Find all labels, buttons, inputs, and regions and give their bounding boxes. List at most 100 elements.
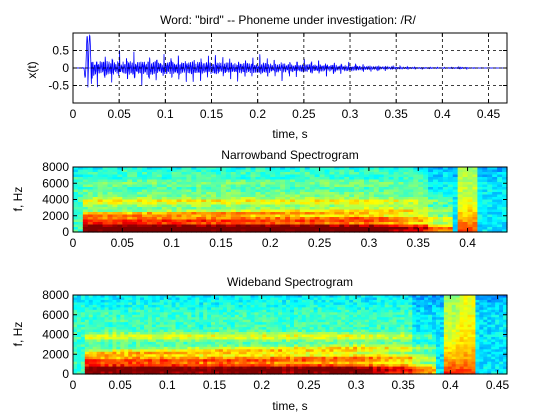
spectrogram-cell	[92, 189, 99, 193]
spectrogram-cell	[235, 177, 242, 181]
spectrogram-cell	[107, 169, 114, 173]
spectrogram-cell	[324, 229, 331, 233]
spectrogram-cell	[151, 295, 157, 299]
spectrogram-cell	[393, 207, 400, 211]
spectrogram-cell	[297, 332, 303, 336]
spectrogram-cell	[363, 197, 370, 201]
spectrogram-cell	[376, 332, 382, 336]
spectrogram-cell	[309, 354, 315, 358]
spectrogram-cell	[146, 209, 153, 213]
spectrogram-cell	[497, 182, 503, 186]
spectrogram-cell	[297, 299, 303, 304]
spectrogram-cell	[290, 349, 295, 353]
spectrogram-cell	[290, 204, 296, 208]
spectrogram-cell	[341, 304, 346, 308]
spectrogram-cell	[176, 177, 183, 181]
spectrogram-cell	[175, 339, 181, 343]
spectrogram-cell	[92, 324, 98, 328]
spectrogram-cell	[376, 356, 382, 360]
spectrogram-cell	[156, 169, 163, 173]
spectrogram-cell	[147, 351, 153, 355]
spectrogram-cell	[349, 329, 354, 333]
spectrogram-cell	[274, 309, 279, 313]
spectrogram-cell	[255, 217, 262, 221]
spectrogram-cell	[211, 336, 216, 341]
spectrogram-cell	[87, 167, 94, 171]
spectrogram-cell	[462, 179, 469, 183]
spectrogram-cell	[222, 332, 228, 336]
spectrogram-cell	[211, 356, 216, 360]
spectrogram-cell	[97, 214, 104, 218]
spectrogram-cell	[266, 319, 271, 323]
spectrogram-cell	[368, 179, 375, 183]
spectrogram-cell	[337, 327, 342, 331]
spectrogram-cell	[77, 209, 84, 213]
spectrogram-cell	[137, 179, 143, 183]
spectrogram-cell	[314, 182, 321, 186]
spectrogram-cell	[104, 295, 110, 299]
spectrogram-cell	[334, 199, 340, 203]
spectrogram-cell	[218, 312, 224, 316]
spectrogram-cell	[393, 167, 400, 171]
spectrogram-cell	[112, 207, 118, 211]
spectrogram-cell	[368, 356, 374, 360]
spectrogram-cell	[132, 351, 137, 355]
spectrogram-cell	[260, 182, 266, 186]
spectrogram-cell	[146, 219, 153, 223]
spectrogram-cell	[195, 295, 200, 299]
spectrogram-cell	[96, 317, 102, 321]
spectrogram-cell	[372, 314, 378, 318]
spectrogram-cell	[171, 224, 178, 228]
spectrogram-cell	[120, 322, 125, 326]
y-tick-label: 0.5	[52, 44, 69, 58]
spectrogram-cell	[245, 189, 252, 193]
spectrogram-cell	[255, 209, 262, 213]
spectrogram-cell	[265, 207, 271, 211]
spectrogram-cell	[254, 344, 260, 348]
spectrogram-cell	[238, 361, 244, 365]
spectrogram-cell	[363, 219, 370, 223]
spectrogram-cell	[265, 222, 271, 226]
spectrogram-cell	[88, 314, 94, 318]
spectrogram-cell	[428, 202, 434, 206]
spectrogram-cell	[124, 312, 129, 316]
spectrogram-cell	[73, 317, 78, 321]
spectrogram-cell	[266, 351, 271, 355]
spectrogram-cell	[250, 222, 257, 226]
spectrogram-cell	[345, 336, 350, 341]
spectrogram-cell	[337, 302, 342, 306]
spectrogram-cell	[309, 197, 316, 201]
spectrogram-cell	[487, 219, 493, 223]
spectrogram-cell	[373, 219, 380, 223]
spectrogram-cell	[354, 167, 360, 171]
spectrogram-cell	[467, 169, 474, 173]
spectrogram-cell	[497, 174, 503, 178]
spectrogram-cell	[179, 329, 185, 333]
spectrogram-cell	[334, 177, 340, 181]
spectrogram-cell	[368, 192, 375, 196]
spectrogram-cell	[329, 184, 335, 188]
spectrogram-cell	[191, 197, 197, 201]
spectrogram-cell	[102, 167, 109, 171]
spectrogram-cell	[102, 182, 109, 186]
spectrogram-cell	[262, 371, 267, 375]
spectrogram-cell	[207, 339, 212, 343]
spectrogram-cell	[266, 295, 271, 299]
spectrogram-cell	[161, 197, 168, 201]
spectrogram-cell	[245, 224, 252, 228]
spectrogram-cell	[297, 336, 303, 341]
spectrogram-cell	[112, 184, 118, 188]
spectrogram-cell	[290, 214, 296, 218]
spectrogram-cell	[354, 204, 360, 208]
spectrogram-cell	[262, 351, 267, 355]
spectrogram-cell	[353, 312, 358, 316]
spectrogram-cell	[73, 332, 78, 336]
spectrogram-cell	[265, 224, 271, 228]
spectrogram-cell	[187, 359, 192, 363]
spectrogram-cell	[492, 187, 498, 191]
spectrogram-cell	[112, 334, 117, 338]
spectrogram-cell	[140, 299, 145, 304]
spectrogram-cell	[254, 366, 260, 370]
spectrogram-cell	[270, 192, 276, 196]
spectrogram-cell	[112, 319, 117, 323]
